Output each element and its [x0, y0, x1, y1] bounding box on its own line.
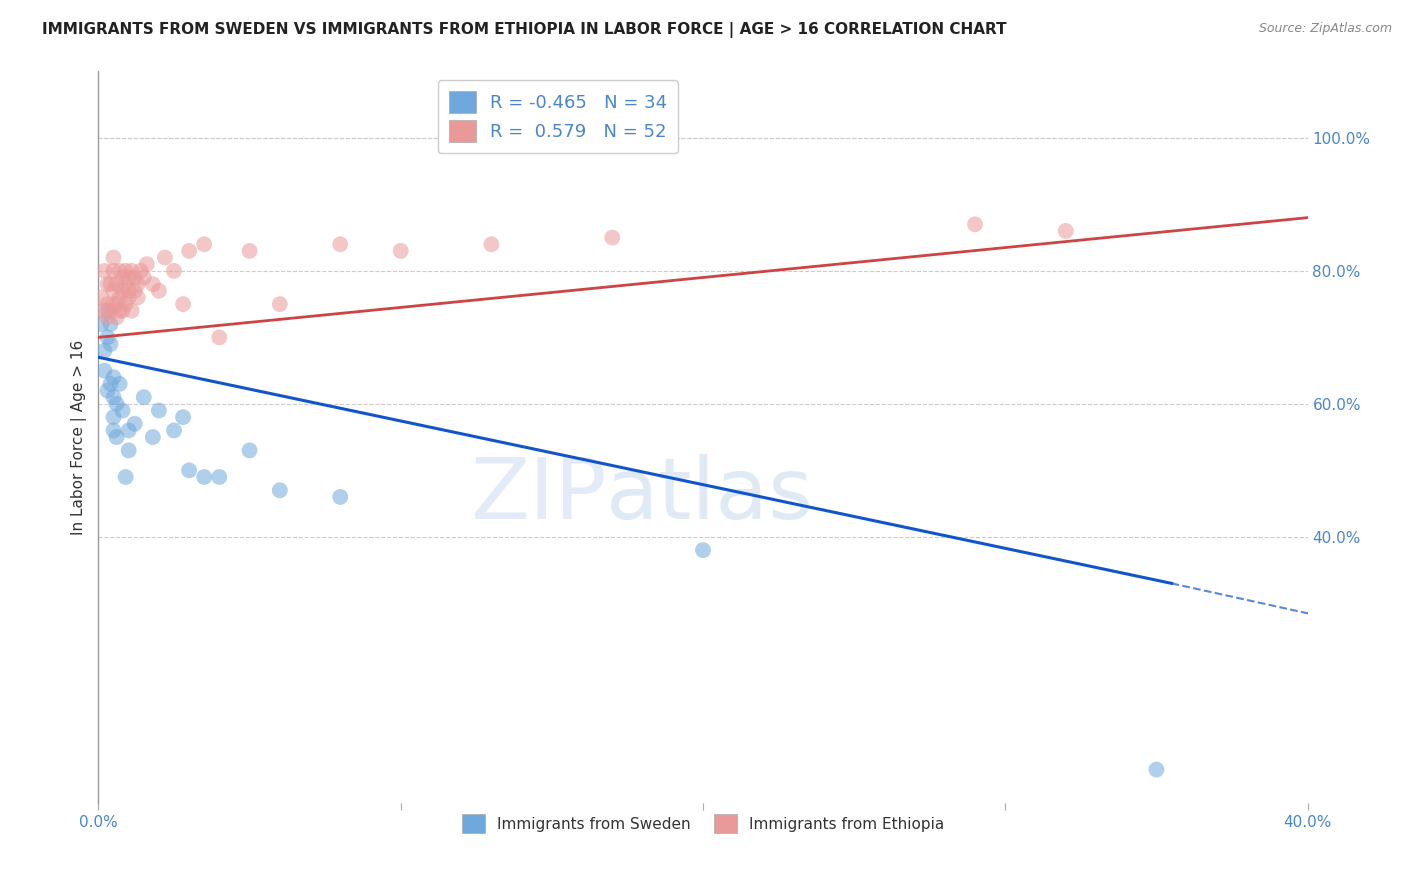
Point	[93, 363, 115, 377]
Point	[111, 284, 134, 298]
Point	[692, 543, 714, 558]
Point	[103, 390, 125, 404]
Point	[239, 244, 262, 258]
Point	[269, 297, 291, 311]
Point	[90, 290, 112, 304]
Point	[148, 284, 170, 298]
Point	[124, 417, 146, 431]
Point	[142, 430, 165, 444]
Point	[118, 284, 141, 298]
Point	[132, 390, 155, 404]
Point	[118, 443, 141, 458]
Point	[965, 217, 987, 231]
Point	[90, 317, 112, 331]
Point	[93, 343, 115, 358]
Point	[118, 270, 141, 285]
Point	[481, 237, 503, 252]
Point	[93, 303, 115, 318]
Point	[105, 297, 128, 311]
Point	[118, 290, 141, 304]
Point	[163, 264, 186, 278]
Point	[208, 470, 231, 484]
Point	[103, 410, 125, 425]
Point	[103, 284, 125, 298]
Point	[124, 284, 146, 298]
Point	[142, 277, 165, 292]
Text: ZIP: ZIP	[470, 454, 606, 537]
Point	[602, 230, 624, 244]
Point	[108, 264, 131, 278]
Point	[103, 251, 125, 265]
Point	[153, 251, 176, 265]
Point	[172, 410, 194, 425]
Y-axis label: In Labor Force | Age > 16: In Labor Force | Age > 16	[72, 340, 87, 534]
Point	[103, 424, 125, 438]
Point	[127, 277, 149, 292]
Point	[93, 264, 115, 278]
Point	[105, 397, 128, 411]
Point	[108, 303, 131, 318]
Point	[100, 337, 122, 351]
Point	[111, 403, 134, 417]
Point	[96, 330, 118, 344]
Legend: Immigrants from Sweden, Immigrants from Ethiopia: Immigrants from Sweden, Immigrants from …	[456, 808, 950, 839]
Point	[96, 310, 118, 325]
Point	[105, 310, 128, 325]
Point	[100, 376, 122, 391]
Text: Source: ZipAtlas.com: Source: ZipAtlas.com	[1258, 22, 1392, 36]
Point	[129, 264, 152, 278]
Point	[127, 290, 149, 304]
Point	[172, 297, 194, 311]
Text: IMMIGRANTS FROM SWEDEN VS IMMIGRANTS FROM ETHIOPIA IN LABOR FORCE | AGE > 16 COR: IMMIGRANTS FROM SWEDEN VS IMMIGRANTS FRO…	[42, 22, 1007, 38]
Point	[108, 376, 131, 391]
Point	[269, 483, 291, 498]
Point	[108, 290, 131, 304]
Point	[121, 264, 143, 278]
Point	[103, 264, 125, 278]
Point	[163, 424, 186, 438]
Point	[96, 277, 118, 292]
Point	[179, 463, 201, 477]
Point	[103, 370, 125, 384]
Point	[329, 490, 352, 504]
Point	[208, 330, 231, 344]
Point	[148, 403, 170, 417]
Point	[193, 237, 215, 252]
Point	[111, 270, 134, 285]
Text: atlas: atlas	[606, 454, 814, 537]
Point	[121, 303, 143, 318]
Point	[239, 443, 262, 458]
Point	[193, 470, 215, 484]
Point	[103, 297, 125, 311]
Point	[389, 244, 412, 258]
Point	[124, 270, 146, 285]
Point	[100, 303, 122, 318]
Point	[96, 297, 118, 311]
Point	[1144, 763, 1167, 777]
Point	[96, 384, 118, 398]
Point	[118, 424, 141, 438]
Point	[105, 430, 128, 444]
Point	[114, 297, 136, 311]
Point	[1054, 224, 1077, 238]
Point	[179, 244, 201, 258]
Point	[100, 317, 122, 331]
Point	[96, 303, 118, 318]
Point	[111, 303, 134, 318]
Point	[114, 277, 136, 292]
Point	[329, 237, 352, 252]
Point	[114, 264, 136, 278]
Point	[114, 470, 136, 484]
Point	[105, 277, 128, 292]
Point	[132, 270, 155, 285]
Point	[100, 277, 122, 292]
Point	[135, 257, 157, 271]
